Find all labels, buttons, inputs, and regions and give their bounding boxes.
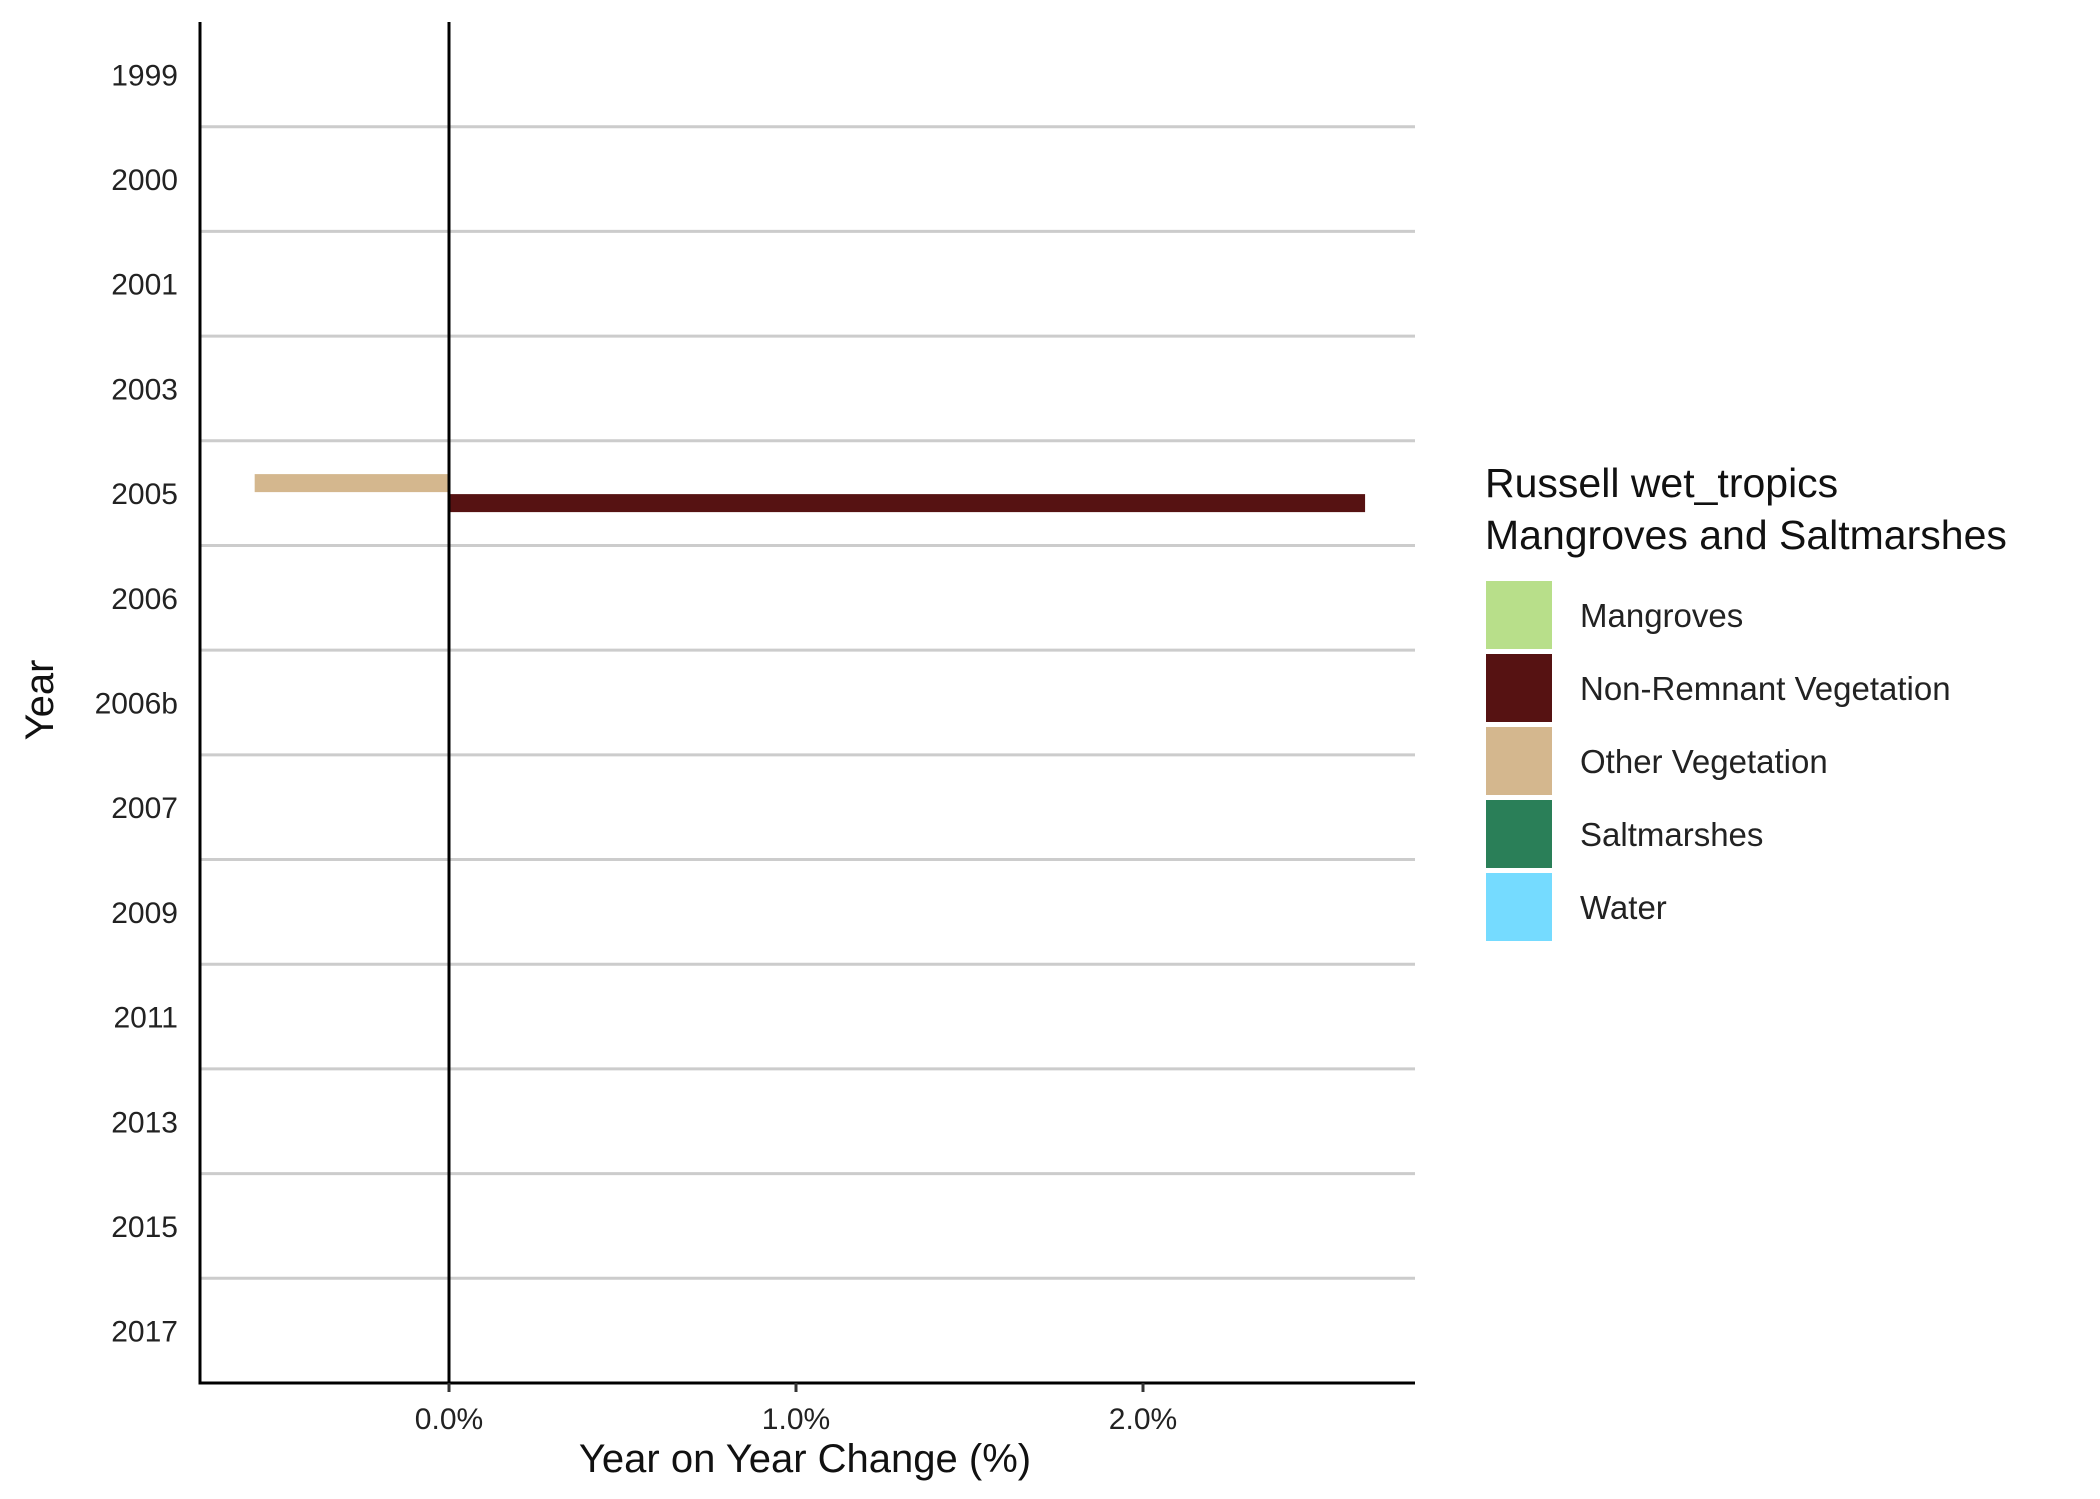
legend-swatch xyxy=(1484,579,1554,651)
legend-swatch xyxy=(1484,798,1554,870)
legend-label: Saltmarshes xyxy=(1580,816,1763,853)
legend-items: Mangroves Non-Remnant Vegetation Other Veg… xyxy=(1484,579,1951,943)
y-axis-title: Year xyxy=(18,660,62,741)
legend-label: Mangroves xyxy=(1580,597,1743,634)
x-tick-labels: 0.0% 1.0% 2.0% xyxy=(415,1383,1177,1436)
y-tick-label: 2001 xyxy=(111,269,178,302)
y-tick-label: 2006 xyxy=(111,583,178,616)
y-tick-label: 2013 xyxy=(111,1106,178,1139)
y-tick-label: 2006b xyxy=(95,688,178,721)
y-tick-label: 2000 xyxy=(111,164,178,197)
y-tick-label: 2003 xyxy=(111,373,178,406)
y-tick-label: 2007 xyxy=(111,792,178,825)
legend-swatch xyxy=(1484,652,1554,724)
legend-swatch xyxy=(1484,725,1554,797)
x-tick-label: 0.0% xyxy=(415,1403,483,1436)
bar xyxy=(254,474,449,493)
grid-lines xyxy=(200,125,1415,1280)
legend-label: Other Vegetation xyxy=(1580,743,1828,780)
y-tick-label: 2017 xyxy=(111,1316,178,1349)
y-tick-label: 2011 xyxy=(113,1002,178,1035)
y-tick-label: 1999 xyxy=(111,59,178,92)
legend: Russell wet_tropics Mangroves and Saltma… xyxy=(1484,460,2007,943)
x-axis-title: Year on Year Change (%) xyxy=(579,1437,1031,1481)
legend-title-line-1: Russell wet_tropics xyxy=(1485,460,1838,506)
legend-label: Water xyxy=(1580,889,1667,926)
bars xyxy=(254,474,1366,513)
x-tick-label: 1.0% xyxy=(762,1403,830,1436)
legend-title-line-2: Mangroves and Saltmarshes xyxy=(1485,512,2007,558)
y-tick-label: 2015 xyxy=(111,1211,178,1244)
y-tick-label: 2005 xyxy=(111,478,178,511)
axes xyxy=(198,22,1415,1385)
bar xyxy=(449,494,1366,513)
y-tick-label: 2009 xyxy=(111,897,178,930)
x-tick-label: 2.0% xyxy=(1109,1403,1177,1436)
legend-label: Non-Remnant Vegetation xyxy=(1580,670,1951,707)
y-tick-labels: 1999 2000 2001 2003 2005 2006 2006b 2007 2009 201… xyxy=(95,59,178,1348)
legend-swatch xyxy=(1484,871,1554,943)
